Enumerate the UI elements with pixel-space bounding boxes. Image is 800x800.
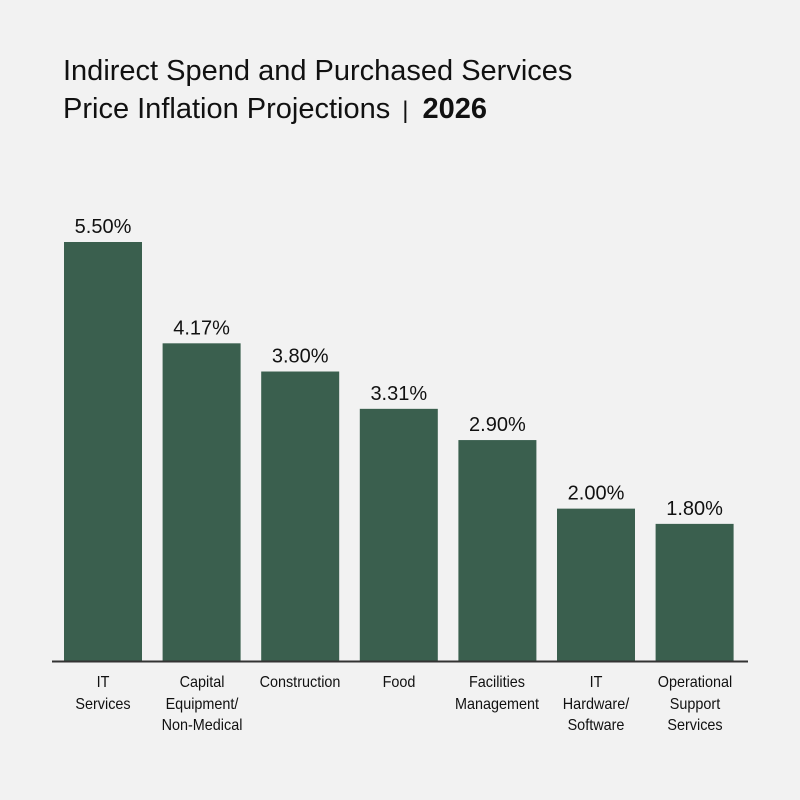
category-label: Operational Support Services bbox=[645, 672, 744, 737]
data-label: 5.50% bbox=[75, 216, 132, 238]
data-label: 1.80% bbox=[666, 498, 723, 520]
data-label: 2.00% bbox=[568, 483, 625, 505]
category-label-line: Construction bbox=[259, 674, 341, 691]
category-label-line: Equipment/ bbox=[165, 695, 239, 713]
category-label: IT Hardware/Software bbox=[547, 672, 646, 737]
category-label-line: Management bbox=[455, 695, 540, 713]
category-label-line: Non-Medical bbox=[161, 717, 243, 734]
bar bbox=[458, 440, 537, 661]
bar bbox=[655, 523, 734, 661]
category-label-line: Facilities bbox=[469, 674, 526, 691]
bar bbox=[261, 371, 340, 661]
data-label: 3.80% bbox=[272, 346, 329, 368]
bar bbox=[64, 242, 142, 661]
category-label: IT Services bbox=[54, 672, 153, 715]
bar bbox=[359, 408, 438, 661]
chart-title: Indirect Spend and Purchased Services Pr… bbox=[63, 52, 572, 130]
data-label: 2.90% bbox=[469, 414, 526, 436]
category-label-line: Support bbox=[669, 695, 720, 713]
title-separator: | bbox=[402, 97, 409, 124]
category-label-line: Capital bbox=[179, 674, 225, 691]
category-label-line: IT bbox=[589, 674, 603, 691]
category-label-line: Software bbox=[567, 717, 625, 734]
category-label: Food bbox=[349, 672, 448, 694]
title-year: 2026 bbox=[422, 93, 487, 125]
data-label: 4.17% bbox=[173, 317, 230, 339]
bar bbox=[162, 343, 241, 661]
bar bbox=[557, 508, 635, 661]
category-label: Construction bbox=[251, 672, 350, 694]
category-label-line: IT bbox=[96, 674, 110, 691]
title-line-1: Indirect Spend and Purchased Services bbox=[63, 55, 573, 87]
data-label: 3.31% bbox=[370, 383, 427, 405]
category-label: Capital Equipment/Non-Medical bbox=[152, 672, 251, 737]
category-label-line: Services bbox=[666, 717, 723, 734]
category-label: Facilities Management bbox=[448, 672, 547, 715]
category-label-line: Hardware/ bbox=[562, 695, 630, 713]
title-line-2: Price Inflation Projections bbox=[63, 93, 391, 125]
category-label-line: Services bbox=[75, 695, 131, 713]
category-label-line: Food bbox=[382, 674, 416, 691]
category-label-line: Operational bbox=[657, 674, 732, 691]
